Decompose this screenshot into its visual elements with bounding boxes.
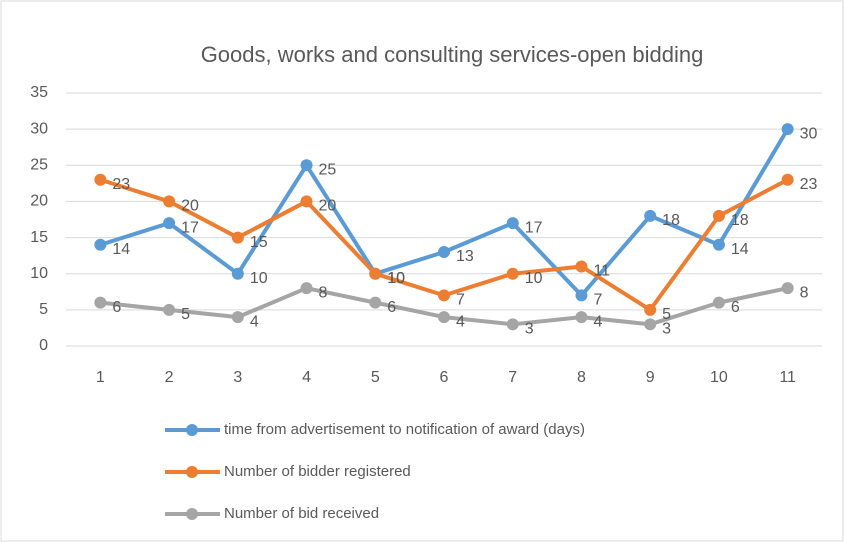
data-point [644,318,657,331]
data-label: 4 [250,313,259,330]
data-point [163,217,176,230]
y-tick-label: 15 [30,229,48,246]
data-label: 4 [456,313,465,330]
legend-label: Number of bid received [224,505,379,522]
y-tick-label: 35 [30,84,48,101]
x-tick-label: 1 [96,369,105,386]
data-point [369,267,382,280]
data-label: 11 [593,263,610,280]
data-point [575,260,588,273]
data-label: 8 [800,284,809,301]
data-label: 20 [181,198,199,215]
data-label: 23 [800,176,818,193]
data-label: 5 [662,306,671,323]
data-point [506,318,519,331]
data-label: 14 [731,241,749,258]
data-point [712,238,725,251]
data-point [644,209,657,222]
data-point [94,296,107,309]
y-tick-label: 5 [39,301,48,318]
data-label: 3 [525,321,534,338]
x-tick-label: 2 [165,369,174,386]
data-point [712,296,725,309]
data-label: 15 [250,234,268,251]
data-label: 5 [181,306,190,323]
data-label: 30 [800,125,818,142]
data-label: 13 [456,248,474,265]
data-label: 10 [250,270,268,287]
data-label: 6 [731,299,740,316]
data-point [94,173,107,186]
data-label: 10 [387,270,405,287]
x-tick-label: 5 [371,369,380,386]
legend-label: time from advertisement to notification … [224,421,585,438]
data-point [231,311,244,324]
y-tick-label: 10 [30,265,48,282]
y-tick-label: 0 [39,337,48,354]
data-point [94,238,107,251]
data-point [644,303,657,316]
data-point [575,289,588,302]
data-label: 20 [319,198,337,215]
data-label: 17 [181,219,199,236]
data-point [300,159,313,172]
x-tick-label: 4 [302,369,311,386]
data-point [369,296,382,309]
data-point [438,289,450,302]
data-point [300,195,313,208]
data-point [300,282,313,295]
x-tick-label: 6 [440,369,449,386]
data-label: 14 [112,241,130,258]
data-label: 6 [112,299,121,316]
data-label: 18 [662,212,680,229]
data-point [438,311,450,324]
data-point [231,267,244,280]
legend-label: Number of bidder registered [224,463,411,480]
data-label: 18 [731,212,749,229]
data-label: 4 [593,313,602,330]
data-label: 7 [593,292,602,309]
data-point [231,231,244,244]
legend-marker [186,508,198,520]
data-point [712,209,725,222]
legend-marker [186,424,198,436]
x-tick-label: 11 [779,369,796,386]
y-tick-label: 20 [30,193,48,210]
data-point [575,311,588,324]
x-tick-label: 9 [646,369,655,386]
data-label: 6 [387,299,396,316]
x-tick-label: 8 [577,369,586,386]
data-point [163,303,176,316]
x-tick-label: 3 [233,369,242,386]
y-tick-label: 30 [30,120,48,137]
x-tick-label: 10 [710,369,728,386]
data-label: 17 [525,219,543,236]
data-point [781,123,794,136]
data-label: 8 [319,284,328,301]
data-point [781,173,794,186]
data-point [163,195,176,208]
data-label: 7 [456,292,465,309]
y-tick-label: 25 [30,157,48,174]
data-label: 25 [319,162,337,179]
data-label: 3 [662,321,671,338]
data-point [781,282,794,295]
data-label: 10 [525,270,543,287]
data-point [506,217,519,230]
data-label: 23 [112,176,130,193]
x-tick-label: 7 [508,369,517,386]
data-point [506,267,519,280]
legend-marker [186,466,198,478]
data-label: 10 [387,270,405,287]
data-point [438,246,450,259]
chart-title: Goods, works and consulting services-ope… [201,42,704,67]
